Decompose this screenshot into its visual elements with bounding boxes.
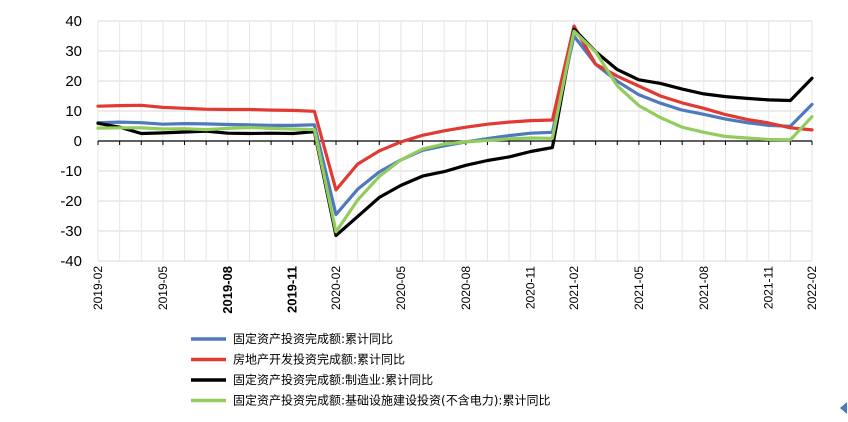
x-tick-label: 2022-02 (805, 266, 819, 310)
series-line-3 (96, 27, 814, 238)
y-tick-label: 10 (65, 103, 82, 120)
x-tick-label: 2020-02 (329, 266, 343, 310)
y-tick-label: 20 (65, 73, 82, 90)
legend-label: 固定资产投资完成额:累计同比 (233, 331, 393, 346)
x-tick-label: 2019-02 (91, 266, 105, 310)
series-line-4 (96, 29, 814, 234)
corner-arrow-icon (840, 402, 847, 414)
x-tick-label: 2019-11 (285, 266, 300, 313)
x-tick-label: 2021-11 (762, 266, 776, 309)
y-tick-label: 40 (65, 13, 82, 30)
series-line-1 (96, 34, 814, 217)
legend-label: 固定资产投资完成额:制造业:累计同比 (233, 372, 433, 387)
y-tick-label: -30 (60, 223, 82, 240)
axes: -40 -30 -20 -10 0 10 20 30 40 2019-02 2019-05 2019-… (60, 13, 819, 314)
x-tick-label: 2019-08 (220, 266, 235, 314)
x-tick-label: 2021-05 (632, 266, 646, 310)
y-tick-label: -20 (60, 193, 82, 210)
legend: 固定资产投资完成额:累计同比房地产开发投资完成额:累计同比固定资产投资完成额:制… (191, 331, 550, 408)
y-tick-label: 0 (74, 133, 82, 150)
series-line-2 (96, 24, 814, 192)
series-lines (96, 24, 814, 238)
y-tick-label: -10 (60, 163, 82, 180)
x-tick-label: 2019-05 (156, 266, 170, 310)
y-tick-label: 30 (65, 43, 82, 60)
y-tick-label: -40 (60, 253, 82, 270)
x-tick-label: 2020-05 (394, 266, 408, 310)
x-tick-label: 2021-02 (567, 266, 581, 310)
x-tick-label: 2021-08 (697, 266, 711, 310)
x-tick-label: 2020-08 (459, 266, 473, 310)
legend-label: 固定资产投资完成额:基础设施建设投资(不含电力):累计同比 (233, 393, 550, 408)
x-tick-label: 2020-11 (524, 266, 538, 309)
legend-label: 房地产开发投资完成额:累计同比 (233, 352, 405, 367)
